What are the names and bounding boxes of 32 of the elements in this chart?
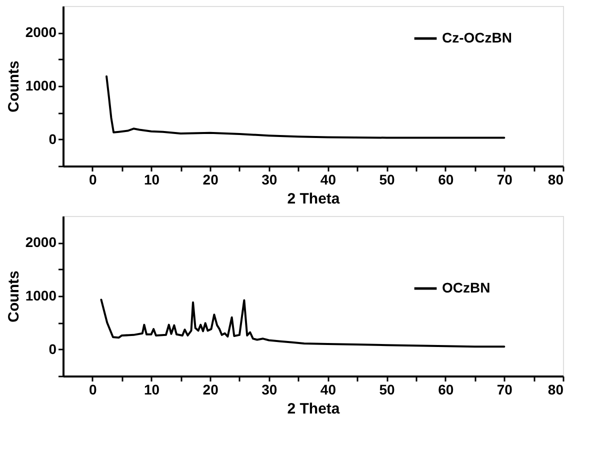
- x-tick-label: 80: [548, 382, 564, 398]
- y-tick-label: 0: [48, 340, 57, 357]
- y-axis-title: Counts: [5, 60, 22, 112]
- x-axis-title: 2 Theta: [287, 190, 340, 208]
- line-series: [106, 75, 506, 139]
- x-tick-label: 30: [262, 382, 278, 398]
- line-series: [100, 298, 506, 348]
- x-tick-label: 80: [548, 172, 564, 188]
- x-tick-label: 20: [202, 382, 219, 398]
- x-axis-title: 2 Theta: [287, 400, 340, 418]
- x-tick-label: 50: [379, 382, 396, 398]
- y-tick-label: 1000: [25, 288, 57, 304]
- x-tick-label: 70: [496, 172, 513, 188]
- x-tick-label: 0: [89, 172, 98, 188]
- legend-label: OCzBN: [442, 280, 490, 296]
- x-tick-label: 60: [438, 382, 454, 398]
- y-tick-label: 0: [48, 130, 57, 147]
- legend-label: Cz-OCzBN: [442, 30, 512, 46]
- x-tick-label: 60: [438, 172, 454, 188]
- x-tick-label: 10: [144, 172, 160, 188]
- y-tick-label: 2000: [25, 234, 57, 250]
- x-tick-label: 30: [262, 172, 278, 188]
- y-tick-label: 2000: [25, 24, 57, 40]
- x-tick-label: 10: [144, 382, 160, 398]
- x-tick-label: 50: [379, 172, 396, 188]
- x-tick-label: 40: [320, 172, 336, 188]
- x-tick-label: 20: [202, 172, 219, 188]
- x-tick-label: 40: [320, 382, 336, 398]
- y-axis-title: Counts: [5, 270, 22, 322]
- y-tick-label: 1000: [25, 78, 57, 94]
- x-tick-label: 0: [89, 382, 98, 398]
- x-tick-label: 70: [496, 382, 513, 398]
